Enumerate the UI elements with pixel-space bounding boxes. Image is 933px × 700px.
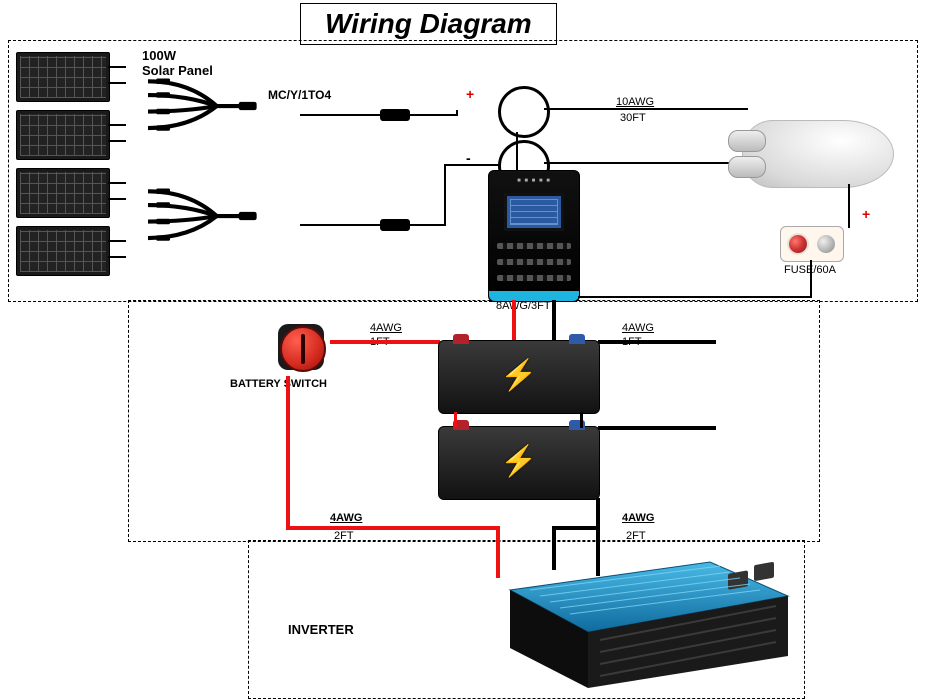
mc-branch-top — [148, 76, 258, 136]
wire-pos-down — [286, 376, 290, 530]
label-solar-panel: 100W Solar Panel — [142, 48, 213, 78]
label-mc-combiner: MC/Y/1TO4 — [268, 88, 331, 102]
solar-panel-2 — [16, 110, 110, 160]
label-8awg-3ft: 8AWG/3FT — [496, 300, 551, 312]
solar-panel-1 — [16, 52, 110, 102]
panel-lead — [108, 124, 126, 126]
polarity-minus: - — [466, 150, 471, 166]
label-10awg: 10AWG — [616, 96, 654, 108]
mc-connector — [380, 219, 410, 231]
gland-port-bot — [728, 156, 766, 178]
controller-brand: ■ ■ ■ ■ ■ — [489, 178, 579, 184]
controller-terminals-row — [497, 259, 571, 265]
wire-neg-right-mid — [598, 426, 716, 430]
polarity-plus: + — [466, 86, 474, 102]
controller-buttons — [497, 243, 571, 249]
controller-terminals-row — [497, 275, 571, 281]
solar-panel-3 — [16, 168, 110, 218]
label-4awg-bl: 4AWG — [330, 512, 362, 524]
diagram-stage: Wiring Diagram 100W Solar Panel MC/Y/1TO… — [0, 0, 933, 700]
wire-fuse-return-v — [810, 260, 812, 298]
label-4awg-right: 4AWG — [622, 322, 654, 334]
region-middle — [128, 300, 820, 542]
solar-panel-4 — [16, 226, 110, 276]
battery-switch-knob — [280, 326, 326, 372]
inverter — [500, 560, 790, 690]
wire — [456, 110, 458, 116]
wire-neg-run — [300, 224, 446, 226]
wire — [444, 164, 500, 166]
battery-switch — [272, 318, 330, 376]
wire — [444, 164, 446, 226]
polarity-plus-fuse: + — [862, 206, 870, 222]
panel-lead — [108, 198, 126, 200]
panel-lead — [108, 240, 126, 242]
gland-port-top — [728, 130, 766, 152]
cable-entry-gland — [742, 120, 894, 188]
panel-lead — [108, 66, 126, 68]
battery-1: ⚡ — [438, 340, 600, 414]
panel-lead — [108, 182, 126, 184]
wire-to-gland-neg — [544, 162, 744, 164]
wire-batt-link-neg — [580, 412, 583, 428]
controller-screen — [504, 193, 564, 231]
diagram-title: Wiring Diagram — [300, 3, 557, 45]
mc-branch-bottom — [148, 186, 258, 246]
wire-neg-across — [552, 526, 600, 530]
panel-lead — [108, 140, 126, 142]
wire-ctrl-to-batt-pos — [512, 300, 516, 342]
label-2ft-bl: 2FT — [334, 530, 354, 542]
wire-fuse-return — [578, 296, 812, 298]
battery-2: ⚡ — [438, 426, 600, 500]
mc-connector — [380, 109, 410, 121]
label-2ft-br: 2FT — [626, 530, 646, 542]
label-inverter: INVERTER — [288, 622, 354, 637]
battery-terminal-pos — [453, 334, 469, 344]
bolt-icon: ⚡ — [500, 444, 537, 479]
bolt-icon: ⚡ — [500, 358, 537, 393]
inverter-body — [500, 560, 790, 690]
cable-loop-pos — [498, 86, 550, 138]
wire-pos-across — [286, 526, 500, 530]
label-4awg-left: 4AWG — [370, 322, 402, 334]
wire-switch-to-batt — [330, 340, 440, 344]
wire-gland-to-fuse — [848, 184, 850, 228]
label-4awg-br: 4AWG — [622, 512, 654, 524]
label-30ft: 30FT — [620, 112, 646, 124]
charge-controller: ■ ■ ■ ■ ■ — [488, 170, 580, 302]
wire-ctrl-to-batt-neg — [552, 300, 556, 342]
wire-ctrl-in-pos — [516, 132, 518, 172]
wire-to-gland-pos — [544, 108, 748, 110]
wire-batt-link-pos — [454, 412, 457, 428]
panel-lead — [108, 82, 126, 84]
battery-terminal-neg — [569, 334, 585, 344]
wire-neg-right-top — [598, 340, 716, 344]
panel-lead — [108, 256, 126, 258]
wire-pos-run — [300, 114, 458, 116]
fuse-60a — [780, 226, 844, 262]
label-battery-switch: BATTERY SWITCH — [230, 378, 327, 390]
